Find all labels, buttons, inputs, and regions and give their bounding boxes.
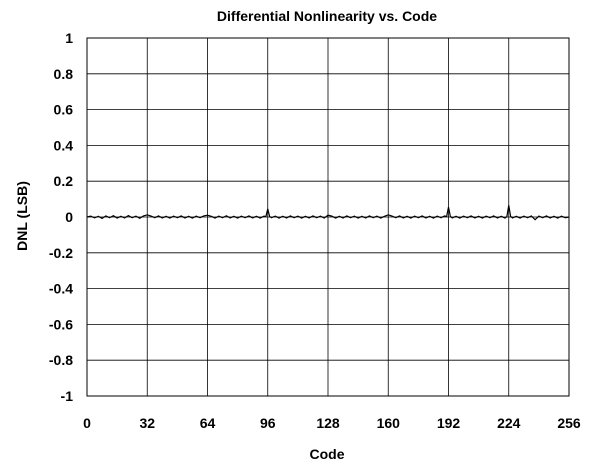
y-tick-label: 0.6 [54,102,74,118]
x-axis-label: Code [310,446,345,462]
x-tick-label: 32 [139,415,155,431]
plot-area-frame [86,37,570,397]
y-tick-label: -0.4 [49,281,73,297]
y-tick-label: -1 [61,388,74,404]
y-tick-label: -0.6 [49,316,73,332]
x-tick-label: 0 [83,415,91,431]
grid [86,37,570,397]
x-tick-label: 192 [437,415,461,431]
x-tick-label: 160 [377,415,401,431]
dnl-series-line [86,205,570,221]
x-tick-label: 128 [316,415,340,431]
chart-title: Differential Nonlinearity vs. Code [217,8,437,24]
x-tick-label: 224 [497,415,521,431]
y-tick-label: -0.2 [49,245,73,261]
x-tick-label: 256 [557,415,581,431]
y-tick-label: 0.8 [54,66,74,82]
tick-labels: 0 32 64 96 128 160 192 224 256 1 0.8 0.6 0.4 0.2 0 -0.2… [49,30,581,431]
y-axis-label: DNL (LSB) [14,181,30,251]
y-tick-label: 1 [65,30,73,46]
series [86,205,570,221]
y-tick-label: 0.2 [54,173,74,189]
x-tick-label: 96 [260,415,276,431]
y-tick-label: -0.8 [49,352,73,368]
y-tick-label: 0 [65,209,73,225]
x-tick-label: 64 [200,415,216,431]
y-tick-label: 0.4 [54,137,74,153]
